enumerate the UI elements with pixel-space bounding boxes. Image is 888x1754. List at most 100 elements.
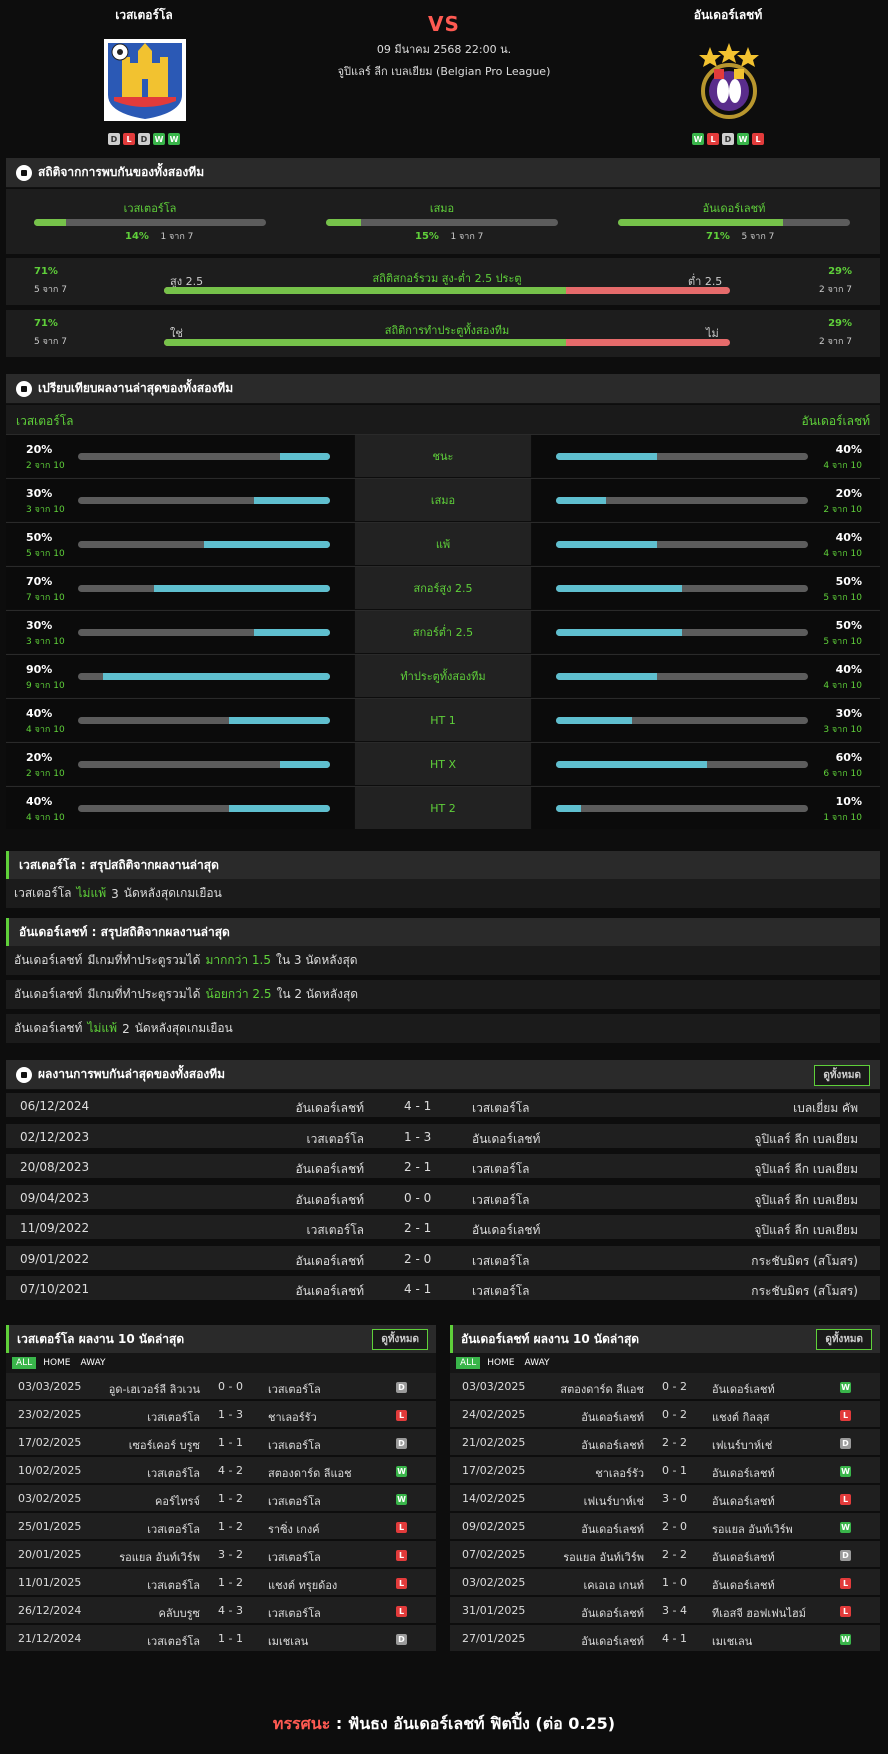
list-item[interactable]: 11/01/2025 เวสเตอร์โล 1 - 2 แชงต์ ทรุยด้อง L	[6, 1569, 436, 1597]
stat-pct: 71%	[706, 231, 730, 242]
list-item[interactable]: 09/02/2025 อันเดอร์เลชท์ 2 - 0 รอแยล อันท์เ…	[450, 1513, 880, 1541]
tab-home[interactable]: HOME	[43, 1358, 71, 1368]
match-date: 17/02/2025	[462, 1464, 526, 1477]
home-last10-header: เวสเตอร์โล ผลงาน 10 นัดล่าสุด ดูทั้งหมด	[6, 1325, 436, 1353]
list-item[interactable]: 24/02/2025 อันเดอร์เลชท์ 0 - 2 แชงต์ กิลลุส…	[450, 1401, 880, 1429]
btts-left-label: ใช่	[170, 327, 183, 340]
away-team-name: เวสเตอร์โล	[268, 1383, 321, 1396]
compare-home-count: 7 จาก 10	[26, 593, 65, 603]
tab-home[interactable]: HOME	[487, 1358, 515, 1368]
ou-right-label: ต่ำ 2.5	[688, 275, 723, 288]
list-item[interactable]: 25/01/2025 เวสเตอร์โล 1 - 2 ราซิ่ง เกงค์ L	[6, 1513, 436, 1541]
stat-pct-row: 71% 5 จาก 7	[706, 229, 774, 243]
compare-home-fill	[254, 497, 330, 504]
home-summary-header: เวสเตอร์โล : สรุปสถิติจากผลงานล่าสุด	[6, 851, 880, 879]
section-title: เปรียบเทียบผลงานล่าสุดของทั้งสองทีม	[38, 381, 234, 395]
view-all-button[interactable]: ดูทั้งหมด	[814, 1065, 870, 1086]
table-row[interactable]: 02/12/2023 เวสเตอร์โล 1 - 3 อันเดอร์เลชท์ จู…	[6, 1123, 880, 1151]
home-team[interactable]: เวสเตอร์โล D L D W W	[44, 6, 244, 145]
compare-label: ทำประตูทั้งสองทีม	[355, 655, 531, 697]
match-date: 11/01/2025	[18, 1576, 82, 1589]
list-item[interactable]: 27/01/2025 อันเดอร์เลชท์ 4 - 1 เมเชเลน W	[450, 1625, 880, 1653]
tab-all[interactable]: ALL	[12, 1357, 37, 1369]
compare-away-count: 3 จาก 10	[823, 725, 862, 735]
list-item[interactable]: 03/02/2025 เคเอเอ เกนท์ 1 - 0 อันเดอร์เลชท์…	[450, 1569, 880, 1597]
list-item[interactable]: 03/03/2025 อูด-เฮเวอร์ลี ลิวเวน 0 - 0 เวสเต…	[6, 1373, 436, 1401]
match-date: 24/02/2025	[462, 1408, 526, 1421]
table-row[interactable]: 11/09/2022 เวสเตอร์โล 2 - 1 อันเดอร์เลชท์ จู…	[6, 1215, 880, 1242]
match-date: 03/03/2025	[462, 1380, 526, 1393]
result-badge: D	[840, 1550, 851, 1561]
list-item[interactable]: 26/12/2024 คลับบรูซ 4 - 3 เวสเตอร์โล L	[6, 1597, 436, 1625]
competition-name: จูปิแลร์ ลีก เบลเยียม	[754, 1131, 858, 1146]
away-team-name: อันเดอร์เลชท์	[712, 1495, 775, 1508]
ou-bar	[164, 287, 730, 294]
list-item[interactable]: 14/02/2025 เฟเนร์บาห์เช่ 3 - 0 อันเดอร์เลชท…	[450, 1485, 880, 1513]
match-date: 26/12/2024	[18, 1604, 82, 1617]
match-date: 21/02/2025	[462, 1436, 526, 1449]
away-team[interactable]: อันเดอร์เลชท์ W L D W L	[628, 6, 828, 145]
compare-away-bar	[556, 497, 808, 504]
compare-home-fill	[153, 585, 330, 592]
prediction-footer: ทรรศนะ : ฟันธง อันเดอร์เลชท์ ฟิตปิ้ง (ต่…	[0, 1712, 888, 1737]
btts-bar	[164, 339, 730, 346]
table-row[interactable]: 09/04/2023 อันเดอร์เลชท์ 0 - 0 เวสเตอร์โล จู…	[6, 1184, 880, 1212]
stat-count: 1 จาก 7	[160, 232, 194, 242]
compare-home-pct: 40%	[26, 707, 53, 720]
list-item[interactable]: 31/01/2025 อันเดอร์เลชท์ 3 - 4 ทีเอสจี ฮอฟเ…	[450, 1597, 880, 1625]
match-score: 0 - 1	[662, 1464, 687, 1477]
home-team-name: อันเดอร์เลชท์	[295, 1284, 364, 1298]
compare-label: HT 1	[355, 699, 531, 741]
competition-name: จูปิแลร์ ลีก เบลเยียม	[754, 1192, 858, 1207]
compare-away-count: 4 จาก 10	[823, 549, 862, 559]
compare-away-bar	[556, 805, 808, 812]
list-item[interactable]: 03/02/2025 คอร์ไทรจ์ 1 - 2 เวสเตอร์โล W	[6, 1485, 436, 1513]
result-badge: L	[396, 1606, 407, 1617]
compare-away-bar	[556, 453, 808, 460]
home-team-name: เคเอเอ เกนท์	[583, 1579, 644, 1592]
competition-name: จูปิแลร์ ลีก เบลเยียม	[754, 1223, 858, 1237]
table-row[interactable]: 09/01/2022 อันเดอร์เลชท์ 2 - 0 เวสเตอร์โล กร…	[6, 1245, 880, 1273]
summary-row: เวสเตอร์โล ไม่แพ้ 3 นัดหลังสุดเกมเยือน	[6, 879, 880, 910]
list-item[interactable]: 23/02/2025 เวสเตอร์โล 1 - 3 ชาเลอร์รัว L	[6, 1401, 436, 1429]
list-item[interactable]: 03/03/2025 สตองดาร์ด ลีแอช 0 - 2 อันเดอร์เล…	[450, 1373, 880, 1401]
compare-home-count: 4 จาก 10	[26, 725, 65, 735]
list-item[interactable]: 20/01/2025 รอแยล อันท์เวิร์พ 3 - 2 เวสเตอร์…	[6, 1541, 436, 1569]
ou-left-count: 5 จาก 7	[34, 285, 67, 295]
match-date: 27/01/2025	[462, 1632, 526, 1645]
list-item[interactable]: 10/02/2025 เวสเตอร์โล 4 - 2 สตองดาร์ด ลีแอช…	[6, 1457, 436, 1485]
table-row[interactable]: 20/08/2023 อันเดอร์เลชท์ 2 - 1 เวสเตอร์โล จู…	[6, 1154, 880, 1181]
compare-away-pct: 50%	[835, 575, 862, 588]
list-item[interactable]: 07/02/2025 รอแยล อันท์เวิร์พ 2 - 2 อันเดอร์…	[450, 1541, 880, 1569]
match-date: 20/01/2025	[18, 1548, 82, 1561]
summary-team: เวสเตอร์โล	[14, 886, 72, 900]
table-row[interactable]: 06/12/2024 อันเดอร์เลชท์ 4 - 1 เวสเตอร์โล เบ…	[6, 1093, 880, 1120]
list-item[interactable]: 17/02/2025 ชาเลอร์รัว 0 - 1 อันเดอร์เลชท์ W	[450, 1457, 880, 1485]
tab-all[interactable]: ALL	[456, 1357, 481, 1369]
summary-row: อันเดอร์เลชท์ มีเกมที่ทำประตูรวมได้ มากก…	[6, 946, 880, 977]
list-item[interactable]: 21/12/2024 เวสเตอร์โล 1 - 1 เมเชเลน D	[6, 1625, 436, 1653]
compare-away-bar	[556, 629, 808, 636]
match-date: 02/12/2023	[20, 1129, 90, 1144]
compare-row: 20% 2 จาก 10 ชนะ 40% 4 จาก 10	[6, 434, 880, 477]
compare-away-fill	[556, 541, 657, 548]
list-item[interactable]: 21/02/2025 อันเดอร์เลชท์ 2 - 2 เฟเนร์บาห์เช…	[450, 1429, 880, 1457]
tab-away[interactable]: AWAY	[524, 1358, 550, 1368]
compare-home-count: 9 จาก 10	[26, 681, 65, 691]
tab-away[interactable]: AWAY	[80, 1358, 106, 1368]
compare-home-cell: 40% 4 จาก 10	[6, 699, 354, 741]
match-date: 11/09/2022	[20, 1221, 90, 1235]
table-row[interactable]: 07/10/2021 อันเดอร์เลชท์ 4 - 1 เวสเตอร์โล กร…	[6, 1276, 880, 1303]
compare-home-bar	[78, 453, 330, 460]
result-badge: L	[396, 1578, 407, 1589]
match-date: 25/01/2025	[18, 1520, 82, 1533]
compare-away-count: 5 จาก 10	[823, 637, 862, 647]
home-team-name: รอแยล อันท์เวิร์พ	[119, 1551, 200, 1564]
compare-home-pct: 90%	[26, 663, 53, 676]
list-item[interactable]: 17/02/2025 เซอร์เคอร์ บรูซ 1 - 1 เวสเตอร์โล…	[6, 1429, 436, 1457]
view-all-button[interactable]: ดูทั้งหมด	[372, 1329, 428, 1350]
btts-right-pct: 29%	[828, 318, 852, 329]
compare-home-cell: 40% 4 จาก 10	[6, 787, 354, 829]
view-all-button[interactable]: ดูทั้งหมด	[816, 1329, 872, 1350]
over-under-panel: 71% 5 จาก 7 สูง 2.5 สถิติสกอร์รวม สูง-ต่…	[6, 258, 880, 305]
